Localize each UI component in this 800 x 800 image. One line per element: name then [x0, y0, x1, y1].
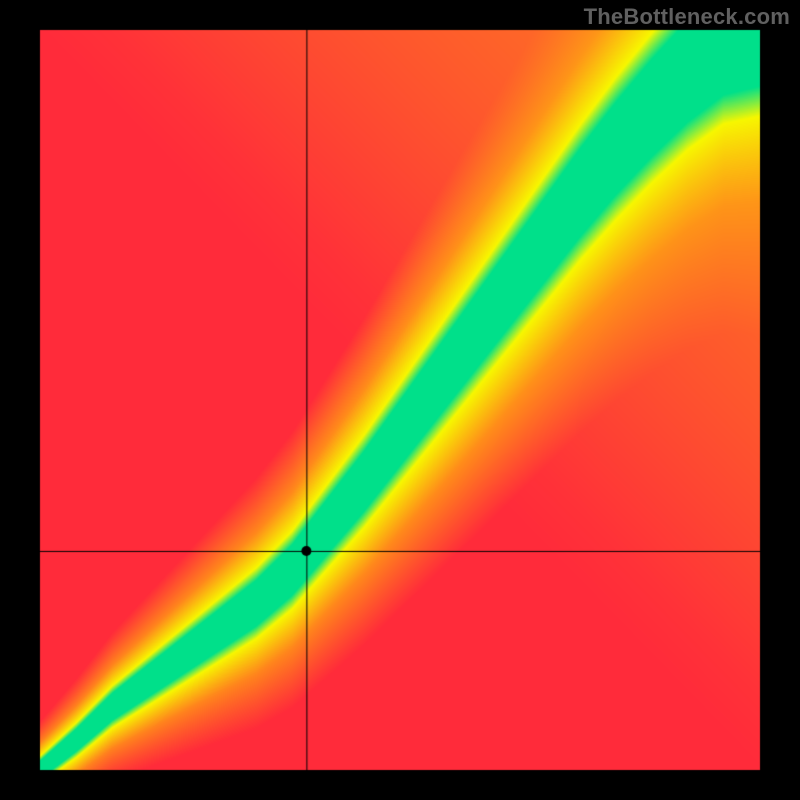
watermark-text: TheBottleneck.com — [584, 4, 790, 30]
chart-container: TheBottleneck.com — [0, 0, 800, 800]
heatmap-canvas — [0, 0, 800, 800]
